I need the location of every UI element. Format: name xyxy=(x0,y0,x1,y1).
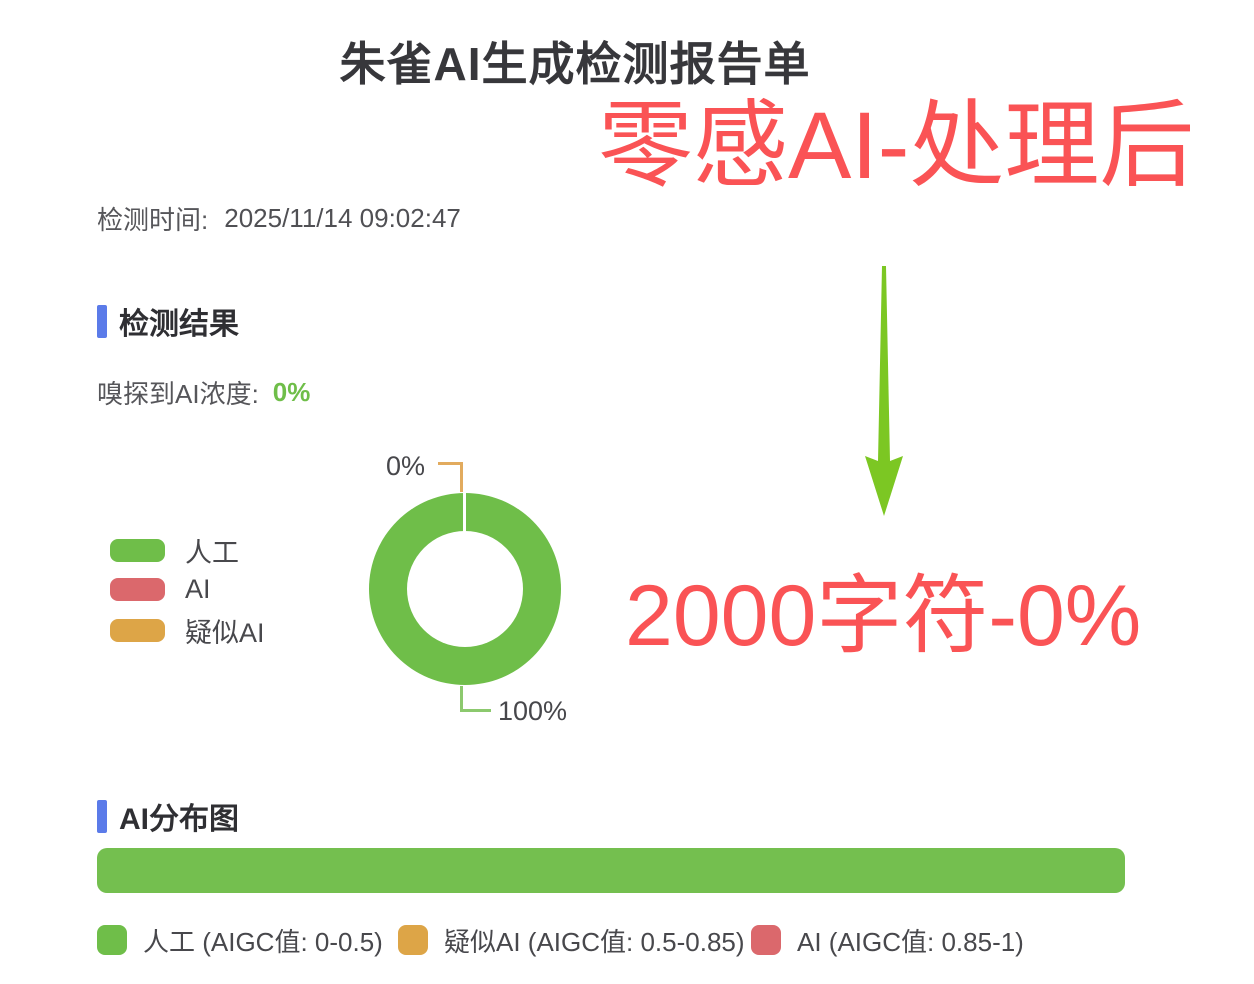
detection-time-row: 检测时间: 2025/11/14 09:02:47 xyxy=(97,200,461,237)
section-header-result: 检测结果 xyxy=(97,299,239,343)
dist-label-ai: AI (AIGC值: 0.85-1) xyxy=(797,926,1024,957)
page-title: 朱雀AI生成检测报告单 xyxy=(339,38,811,90)
ai-distribution-bar xyxy=(97,848,1125,893)
donut-slice-gap xyxy=(463,493,466,535)
dist-swatch-ai xyxy=(751,925,781,955)
donut-callout-line-top-v xyxy=(460,462,463,492)
section-header-distribution: AI分布图 xyxy=(97,794,239,838)
donut-chart xyxy=(369,493,561,685)
legend-label-ai: AI xyxy=(185,573,211,604)
dist-label-suspect: 疑似AI (AIGC值: 0.5-0.85) xyxy=(444,926,745,957)
donut-legend-item-suspect: 疑似AI xyxy=(110,612,265,648)
section-accent-bar xyxy=(97,799,107,833)
donut-callout-line-bottom xyxy=(460,709,491,712)
donut-hole xyxy=(407,531,523,647)
detection-time-value: 2025/11/14 09:02:47 xyxy=(224,203,461,233)
section-accent-bar xyxy=(97,304,107,338)
ai-concentration-label: 嗅探到AI浓度: xyxy=(97,379,259,409)
down-arrow-icon xyxy=(865,266,903,516)
donut-callout-0pct: 0% xyxy=(386,451,426,481)
donut-callout-line-bottom-v xyxy=(460,686,463,712)
ai-concentration-row: 嗅探到AI浓度: 0% xyxy=(97,374,310,411)
donut-callout-line-top xyxy=(438,462,463,465)
ai-concentration-value: 0% xyxy=(272,377,311,407)
dist-swatch-suspect xyxy=(398,925,428,955)
dist-legend-item-suspect: 疑似AI (AIGC值: 0.5-0.85) xyxy=(398,922,745,958)
section-title-distribution: AI分布图 xyxy=(119,803,239,836)
annotation-char-count-label: 2000字符-0% xyxy=(625,568,1142,664)
donut-legend-item-ai: AI xyxy=(110,571,211,607)
dist-label-human: 人工 (AIGC值: 0-0.5) xyxy=(143,926,383,957)
dist-swatch-human xyxy=(97,925,127,955)
legend-label-suspect: 疑似AI xyxy=(185,617,265,648)
legend-swatch-suspect xyxy=(110,618,165,642)
legend-label-human: 人工 xyxy=(185,537,239,568)
legend-swatch-ai xyxy=(110,577,165,601)
annotation-processed-label: 零感AI-处理后 xyxy=(598,93,1195,199)
donut-callout-100pct: 100% xyxy=(498,696,568,726)
detection-time-label: 检测时间: xyxy=(97,205,209,235)
legend-swatch-human xyxy=(110,538,165,562)
dist-legend-item-human: 人工 (AIGC值: 0-0.5) xyxy=(97,922,383,958)
donut-legend-item-human: 人工 xyxy=(110,532,239,568)
dist-legend-item-ai: AI (AIGC值: 0.85-1) xyxy=(751,922,1024,958)
section-title-result: 检测结果 xyxy=(119,308,239,341)
